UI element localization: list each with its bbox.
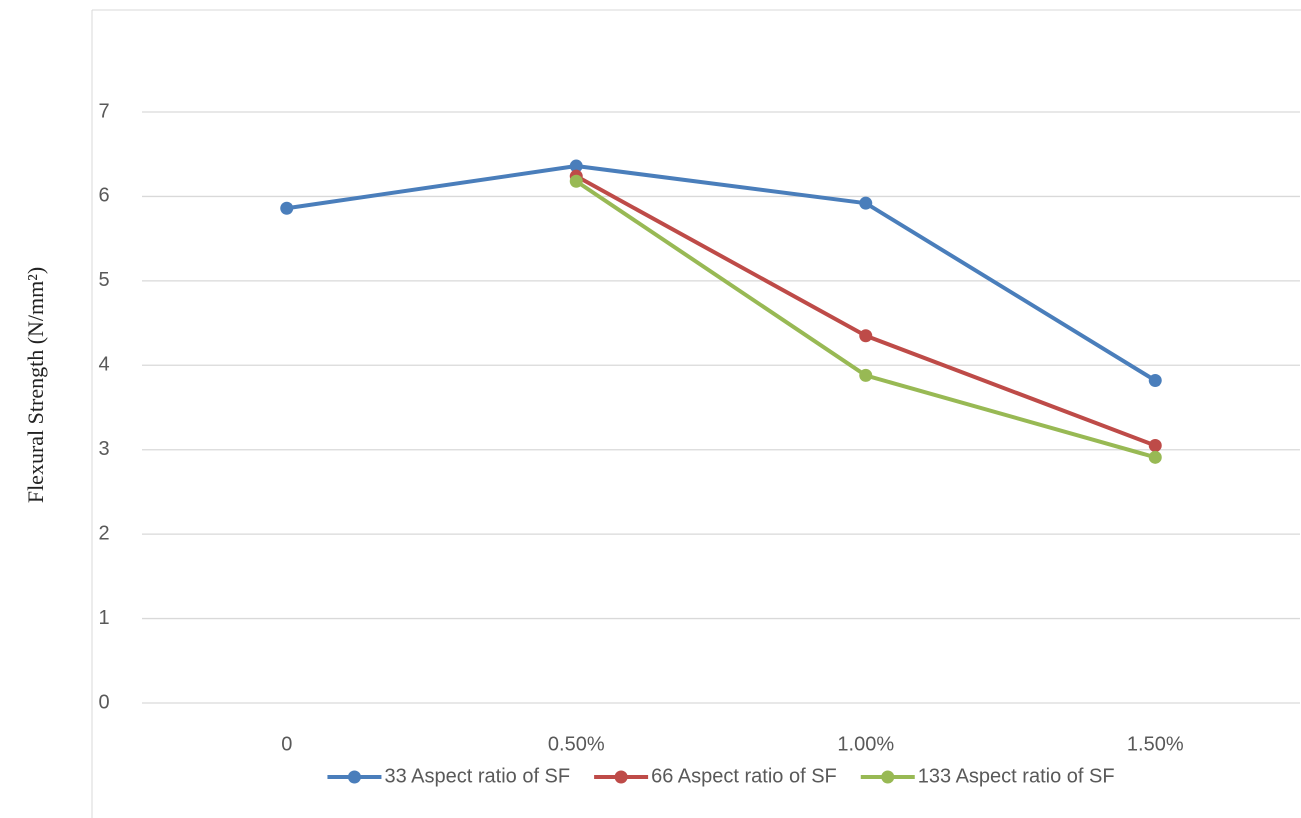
y-tick-label: 6 [98, 185, 109, 207]
point [569, 174, 583, 188]
point [1148, 450, 1162, 464]
y-tick-label: 0 [98, 691, 109, 713]
point [859, 368, 873, 382]
x-tick-label: 1.00% [837, 733, 894, 755]
point [280, 201, 294, 215]
x-tick-label: 0.50% [548, 733, 605, 755]
y-tick-label: 5 [98, 269, 109, 291]
point [859, 196, 873, 210]
legend-marker [614, 770, 628, 784]
y-tick-label: 7 [98, 100, 109, 122]
legend-marker [881, 770, 895, 784]
legend-label: 33 Aspect ratio of SF [384, 765, 570, 787]
legend-label: 133 Aspect ratio of SF [918, 765, 1115, 787]
series-line [575, 174, 1156, 448]
y-tick-label: 2 [98, 522, 109, 544]
y-axis-label: Flexural Strength (N/mm²) [23, 267, 48, 503]
series-line [286, 164, 1157, 383]
point [569, 159, 583, 173]
point [1148, 373, 1162, 387]
y-tick-label: 1 [98, 607, 109, 629]
y-tick-label: 3 [98, 438, 109, 460]
legend-label: 66 Aspect ratio of SF [651, 765, 837, 787]
point [859, 329, 873, 343]
y-tick-label: 4 [98, 354, 109, 376]
x-tick-label: 0 [281, 733, 292, 755]
legend-marker [347, 770, 361, 784]
point [1148, 438, 1162, 452]
x-tick-label: 1.50% [1127, 733, 1184, 755]
